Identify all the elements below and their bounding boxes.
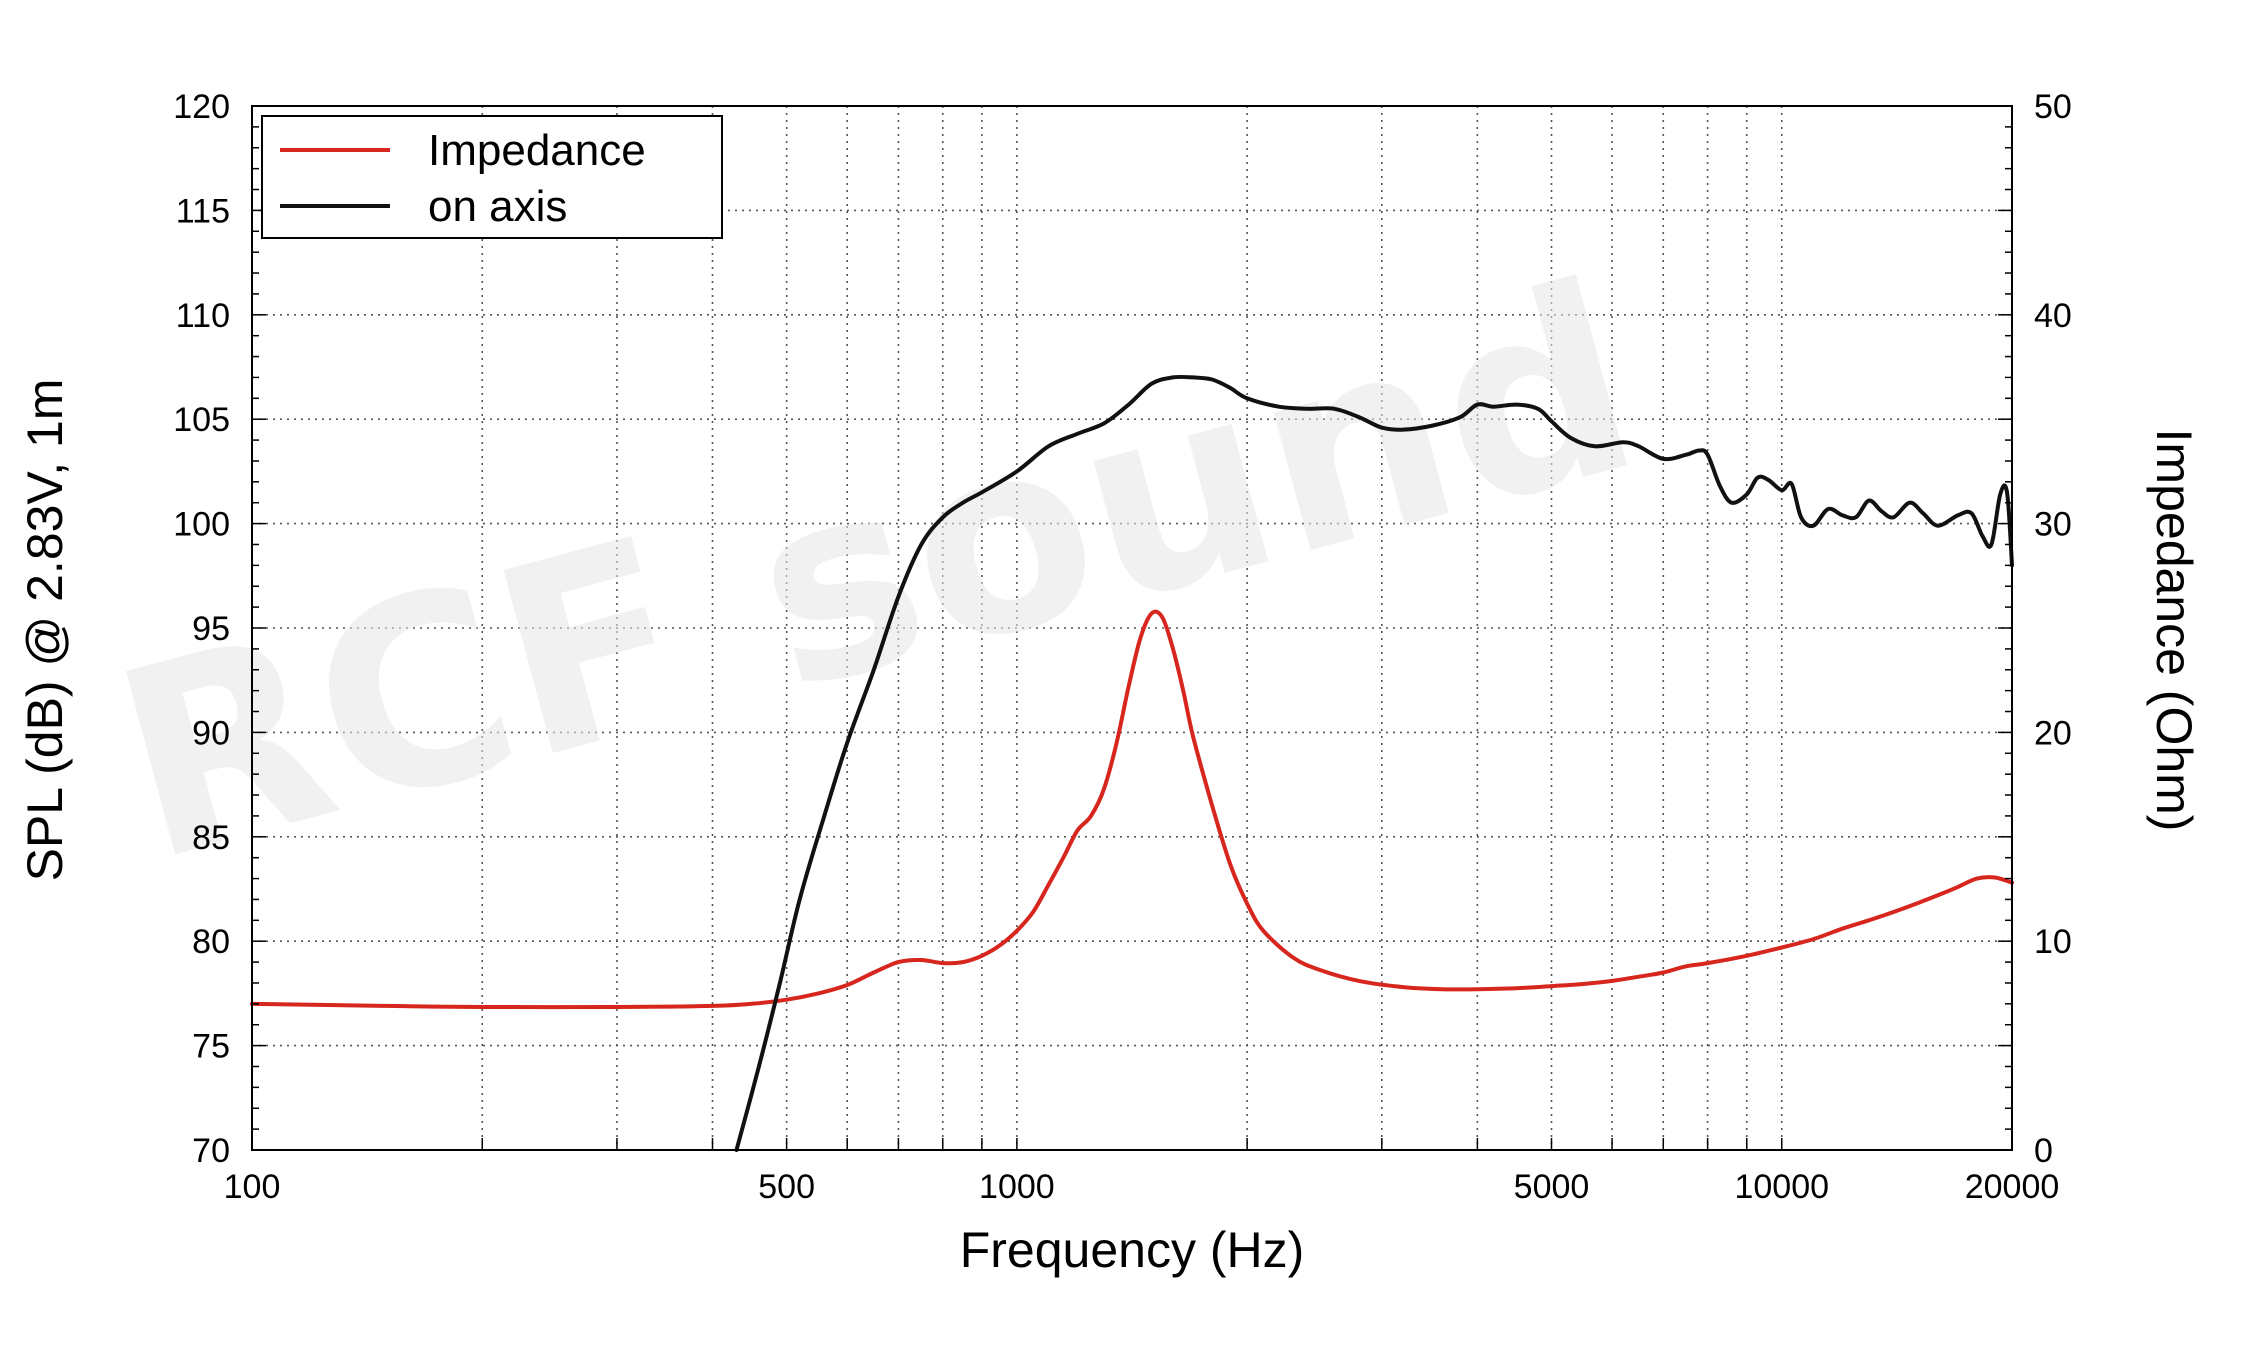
legend-label-on-axis: on axis [428, 182, 567, 231]
y-tick-label: 70 [192, 1132, 230, 1170]
x-tick-label: 100 [224, 1168, 281, 1206]
y2-axis-title: Impedance (Ohm) [2146, 429, 2202, 832]
y2-tick-label: 30 [2034, 506, 2072, 544]
y-tick-label: 75 [192, 1028, 230, 1066]
y-tick-label: 80 [192, 923, 230, 961]
series-line-on-axis [734, 374, 2014, 1152]
x-tick-label: 20000 [1965, 1168, 2060, 1206]
x-tick-label: 500 [758, 1168, 815, 1206]
y2-tick-label: 50 [2034, 88, 2072, 126]
watermark: RCF sound [90, 228, 1664, 921]
y-tick-label: 115 [176, 192, 230, 230]
x-tick-label: 5000 [1514, 1168, 1590, 1206]
legend-box [261, 115, 723, 239]
series-line-impedance [250, 609, 2014, 1010]
legend: Impedance on axis [261, 115, 723, 239]
y-tick-label: 85 [192, 819, 230, 857]
y-tick-label: 110 [176, 297, 230, 335]
y2-tick-label: 10 [2034, 923, 2072, 961]
y-tick-label: 100 [173, 506, 230, 544]
y-tick-label: 120 [173, 88, 230, 126]
y2-tick-label: 20 [2034, 714, 2072, 752]
watermark-text: RCF sound [90, 228, 1664, 921]
grid [252, 106, 2012, 1150]
y-axis-title: SPL (dB) @ 2.83V, 1m [17, 379, 73, 882]
tick-labels: 100 500 1000 5000 10000 200007075808590951001… [173, 88, 2072, 1206]
series-lines [250, 374, 2014, 1152]
ticks [252, 105, 2012, 1151]
y2-tick-label: 40 [2034, 297, 2072, 335]
y-tick-label: 95 [192, 610, 230, 648]
x-tick-label: 1000 [979, 1168, 1055, 1206]
x-tick-label: 10000 [1734, 1168, 1829, 1206]
x-axis-title: Frequency (Hz) [960, 1222, 1305, 1278]
legend-label-impedance: Impedance [428, 126, 646, 175]
y-tick-label: 90 [192, 714, 230, 752]
y2-tick-label: 0 [2034, 1132, 2053, 1170]
y-tick-label: 105 [173, 401, 230, 439]
